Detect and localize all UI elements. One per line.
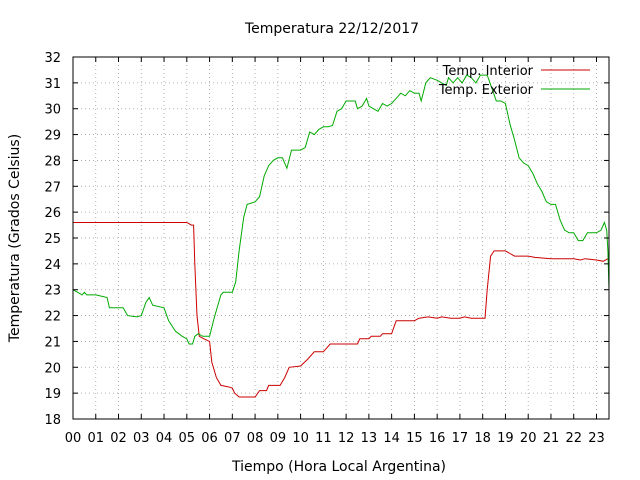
x-tick-label: 01	[87, 431, 104, 446]
x-tick-label: 10	[292, 431, 309, 446]
y-tick-label: 28	[44, 154, 61, 169]
y-tick-label: 30	[44, 103, 61, 118]
x-tick-label: 17	[452, 431, 469, 446]
series-line-interior	[73, 222, 609, 398]
y-tick-label: 31	[44, 77, 61, 92]
x-tick-label: 12	[338, 431, 355, 446]
x-tick-label: 00	[65, 431, 82, 446]
x-tick-label: 03	[133, 431, 150, 446]
y-tick-label: 25	[44, 232, 61, 247]
y-tick-label: 26	[44, 206, 61, 221]
x-axis-label: Tiempo (Hora Local Argentina)	[231, 459, 446, 475]
x-tick-label: 04	[156, 431, 173, 446]
axis-ticks: 00 01 02 03 04 05 06 07 08 09 10 11 12 13 14 15 16 17 18 19…	[44, 51, 609, 446]
y-tick-label: 32	[44, 51, 61, 66]
y-tick-label: 23	[44, 284, 61, 299]
y-axis-label: Temperatura (Grados Celsius)	[7, 134, 23, 343]
legend-label-interior: Temp. Interior	[442, 64, 534, 79]
y-tick-label: 18	[44, 413, 61, 428]
x-tick-label: 22	[565, 431, 582, 446]
y-tick-label: 24	[44, 258, 61, 273]
x-tick-label: 13	[361, 431, 378, 446]
x-tick-label: 11	[315, 431, 332, 446]
y-tick-label: 29	[44, 129, 61, 144]
y-tick-label: 27	[44, 180, 61, 195]
x-tick-label: 15	[406, 431, 423, 446]
x-tick-label: 07	[224, 431, 241, 446]
x-tick-label: 05	[179, 431, 196, 446]
grid	[73, 57, 609, 419]
y-tick-label: 19	[44, 387, 61, 402]
x-tick-label: 02	[110, 431, 127, 446]
x-tick-label: 21	[543, 431, 560, 446]
x-tick-label: 23	[588, 431, 605, 446]
plot-area	[72, 74, 610, 398]
y-tick-label: 21	[44, 335, 61, 350]
x-tick-label: 14	[383, 431, 400, 446]
y-tick-label: 20	[44, 361, 61, 376]
series-line-exterior	[72, 74, 610, 345]
y-tick-label: 22	[44, 310, 61, 325]
x-tick-label: 09	[270, 431, 287, 446]
x-tick-label: 19	[497, 431, 514, 446]
chart-title: Temperatura 22/12/2017	[244, 21, 419, 37]
x-tick-label: 06	[201, 431, 218, 446]
x-tick-label: 08	[247, 431, 264, 446]
x-tick-label: 20	[520, 431, 537, 446]
legend-label-exterior: Temp. Exterior	[438, 83, 534, 98]
x-tick-label: 16	[429, 431, 446, 446]
legend: Temp. Interior Temp. Exterior	[438, 64, 590, 98]
x-tick-label: 18	[474, 431, 491, 446]
